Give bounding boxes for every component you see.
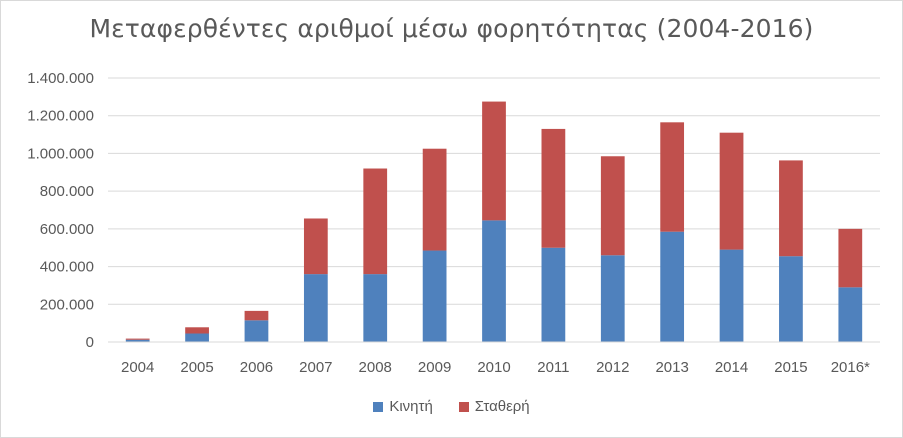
- x-tick-label: 2005: [180, 359, 213, 376]
- x-tick-label: 2014: [715, 359, 748, 376]
- bar-mobile-2008: [363, 274, 388, 342]
- x-tick-label: 2006: [240, 359, 273, 376]
- bar-fixed-2010: [482, 101, 506, 221]
- bar-fixed-2012: [600, 156, 625, 256]
- bar-mobile-2016star: [838, 287, 863, 342]
- x-axis-ticks: 2004 2005 2006 2007 2008 2009 2010 2011 2012 2013…: [121, 359, 870, 376]
- bar-fixed-2007: [303, 218, 328, 275]
- bar-mobile-2012: [600, 255, 625, 342]
- x-tick-label: 2010: [477, 359, 510, 376]
- bar-fixed-2013: [660, 122, 685, 232]
- bar-mobile-2004: [125, 339, 150, 342]
- bar-fixed-2008: [363, 168, 388, 275]
- legend: Κινητή Σταθερή: [0, 398, 903, 415]
- bar-fixed-2015: [779, 160, 803, 257]
- bar-fixed-2011: [541, 128, 566, 248]
- bar-mobile-2011: [541, 247, 566, 342]
- legend-item-mobile: Κινητή: [373, 398, 433, 415]
- x-tick-label: 2007: [299, 359, 332, 376]
- bar-mobile-2006: [244, 320, 269, 342]
- x-tick-label: 2011: [537, 359, 569, 376]
- bar-fixed-2005: [185, 327, 209, 334]
- x-tick-label: 2016*: [831, 359, 870, 376]
- y-axis-ticks: 0 200.000 400.000 600.000 800.000 1.000.000 1.…: [27, 70, 94, 351]
- legend-swatch-fixed: [458, 401, 469, 412]
- bar-mobile-2013: [660, 231, 685, 342]
- legend-item-fixed: Σταθερή: [458, 398, 530, 415]
- bar-mobile-2015: [779, 256, 803, 342]
- x-tick-label: 2009: [418, 359, 451, 376]
- y-tick-label: 1.000.000: [27, 145, 94, 162]
- legend-swatch-mobile: [373, 401, 384, 412]
- y-tick-label: 200.000: [40, 296, 94, 313]
- legend-label-fixed: Σταθερή: [474, 398, 530, 415]
- x-tick-label: 2004: [121, 359, 154, 376]
- bar-fixed-2016star: [838, 228, 863, 288]
- bar-mobile-2007: [303, 274, 328, 342]
- x-tick-label: 2015: [774, 359, 807, 376]
- legend-label-mobile: Κινητή: [389, 398, 433, 415]
- bar-mobile-2014: [719, 249, 744, 342]
- bar-mobile-2005: [185, 333, 209, 342]
- y-tick-label: 1.200.000: [27, 108, 94, 125]
- bar-fixed-2014: [719, 132, 744, 250]
- y-tick-label: 600.000: [40, 221, 94, 238]
- x-tick-label: 2013: [655, 359, 688, 376]
- x-tick-label: 2008: [359, 359, 392, 376]
- y-tick-label: 800.000: [40, 183, 94, 200]
- bar-fixed-2004: [125, 338, 150, 340]
- x-tick-label: 2012: [596, 359, 629, 376]
- chart-title: Μεταφερθέντες αριθμοί μέσω φορητότητας (…: [89, 14, 814, 43]
- bar-fixed-2006: [244, 310, 269, 321]
- y-tick-label: 400.000: [40, 259, 94, 276]
- y-tick-label: 0: [86, 334, 94, 351]
- y-tick-label: 1.400.000: [27, 70, 94, 87]
- bar-fixed-2009: [422, 148, 447, 251]
- bars: [125, 101, 863, 342]
- bar-mobile-2010: [482, 220, 506, 342]
- bar-mobile-2009: [422, 250, 447, 342]
